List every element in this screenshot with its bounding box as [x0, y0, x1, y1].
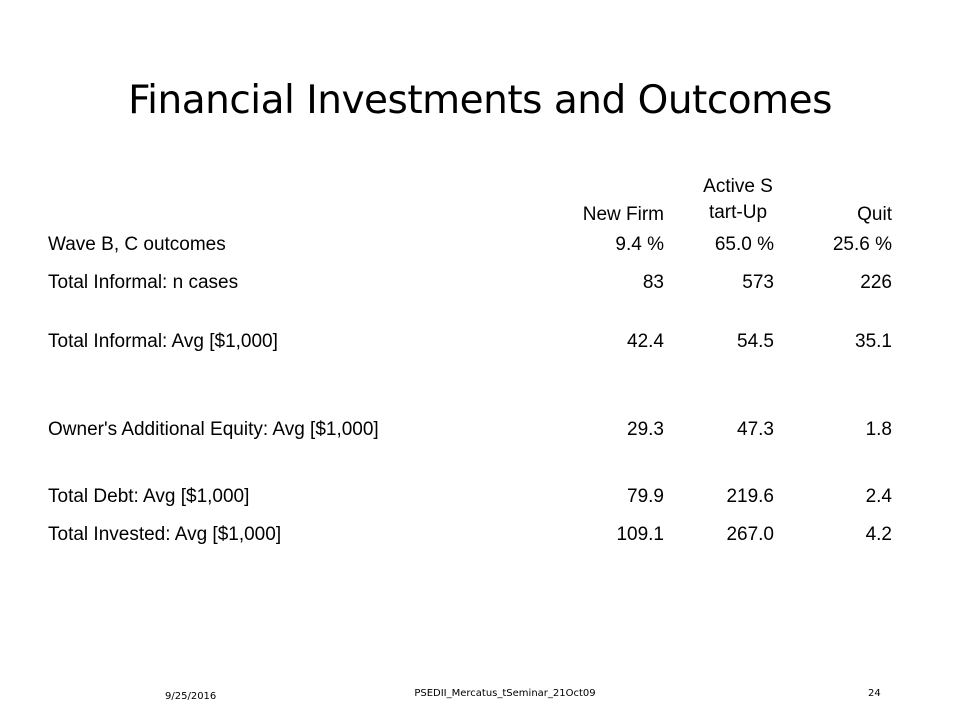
- data-table: New Firm Active Start-Up Quit Wave B, C …: [40, 140, 900, 554]
- row-label: Total Invested: Avg [$1,000]: [48, 524, 282, 545]
- table-row: Total Debt: Avg [$1,000] 79.9 219.6 2.4: [40, 478, 900, 516]
- cell-new-firm: 83: [642, 272, 664, 293]
- table-header-row: New Firm Active Start-Up Quit: [40, 140, 900, 226]
- cell-quit: 25.6 %: [832, 234, 892, 255]
- cell-new-firm: 79.9: [627, 486, 664, 507]
- cell-active-start-up: 573: [742, 272, 774, 293]
- cell-quit: 35.1: [855, 330, 892, 352]
- slide-title: Financial Investments and Outcomes: [128, 78, 832, 123]
- header-label-column: [40, 140, 472, 226]
- cell-new-firm: 42.4: [627, 330, 664, 352]
- cell-active-start-up: 267.0: [726, 524, 774, 545]
- cell-quit: 4.2: [865, 524, 892, 545]
- row-label: Total Informal: n cases: [48, 272, 239, 293]
- header-active-start-up: Active Start-Up: [672, 140, 782, 226]
- cell-new-firm: 109.1: [616, 524, 664, 545]
- header-active-start-up-text: Active Start-Up: [703, 176, 773, 223]
- row-label: Owner's Additional Equity: Avg [$1,000]: [48, 418, 379, 440]
- cell-quit: 226: [860, 272, 892, 293]
- cell-active-start-up: 54.5: [737, 330, 774, 352]
- footer-source: PSEDII_Mercatus_tSeminar_21Oct09: [414, 688, 596, 699]
- cell-active-start-up: 65.0 %: [714, 234, 774, 255]
- footer-page-number: 24: [868, 688, 881, 699]
- header-new-firm: New Firm: [582, 204, 664, 225]
- cell-new-firm: 9.4 %: [615, 234, 664, 255]
- table-row: Total Informal: Avg [$1,000] 42.4 54.5 3…: [40, 302, 900, 381]
- table-row: Total Informal: n cases 83 573 226: [40, 264, 900, 302]
- row-label: Total Informal: Avg [$1,000]: [48, 330, 278, 352]
- cell-active-start-up: 219.6: [726, 486, 774, 507]
- row-label: Wave B, C outcomes: [48, 234, 226, 255]
- table-row: Owner's Additional Equity: Avg [$1,000] …: [40, 381, 900, 478]
- cell-new-firm: 29.3: [627, 418, 664, 440]
- footer-date: 9/25/2016: [165, 691, 217, 702]
- cell-quit: 1.8: [865, 418, 892, 440]
- cell-quit: 2.4: [865, 486, 892, 507]
- table-row: Wave B, C outcomes 9.4 % 65.0 % 25.6 %: [40, 226, 900, 264]
- cell-active-start-up: 47.3: [737, 418, 774, 440]
- table-row: Total Invested: Avg [$1,000] 109.1 267.0…: [40, 516, 900, 554]
- header-quit: Quit: [857, 204, 892, 225]
- row-label: Total Debt: Avg [$1,000]: [48, 486, 250, 507]
